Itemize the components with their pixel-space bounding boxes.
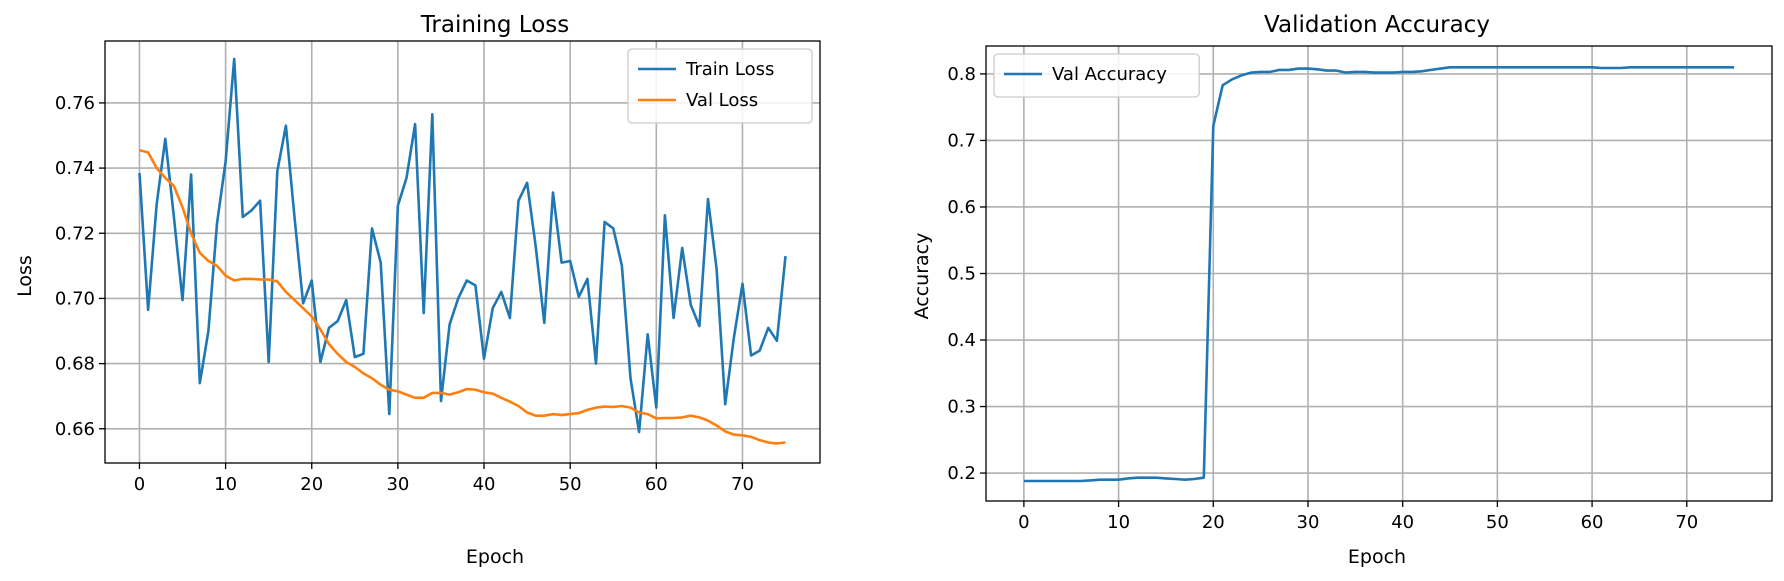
validation-accuracy-y-tick-label: 0.6 — [947, 197, 976, 218]
training-loss-x-tick-label: 50 — [559, 474, 582, 495]
validation-accuracy-axes-frame — [985, 45, 1773, 502]
validation-accuracy-legend: Val Accuracy — [993, 53, 1200, 98]
val-loss-line — [139, 148, 786, 445]
validation-accuracy-x-tick-label: 0 — [1018, 512, 1029, 533]
validation-accuracy-title: Validation Accuracy — [1264, 12, 1490, 38]
training-loss-y-tick-label: 0.72 — [55, 223, 95, 244]
validation-accuracy-x-tick-label: 10 — [1107, 512, 1130, 533]
validation-accuracy-series — [1023, 66, 1735, 483]
validation-accuracy-grid — [986, 46, 1772, 501]
training-loss-chart: Training Loss Epoch Loss 0 10 20 30 40 50 60 70… — [14, 12, 821, 568]
validation-accuracy-y-label: Accuracy — [911, 233, 933, 320]
validation-accuracy-y-tick-label: 0.3 — [947, 397, 976, 418]
training-loss-x-tick-label: 10 — [214, 474, 237, 495]
training-loss-y-tick-label: 0.76 — [55, 93, 95, 114]
validation-accuracy-y-tick-label: 0.2 — [947, 463, 976, 484]
validation-accuracy-x-tick-label: 20 — [1202, 512, 1225, 533]
training-loss-axes-frame — [104, 40, 821, 464]
validation-accuracy-x-tick-label: 70 — [1675, 512, 1698, 533]
training-loss-x-tick-label: 60 — [645, 474, 668, 495]
training-loss-ticks: 0 10 20 30 40 50 60 70 0.66 0.68 0.70 0.72 0.74 0.76 — [55, 40, 821, 495]
training-loss-x-tick-label: 30 — [386, 474, 409, 495]
training-loss-title: Training Loss — [420, 12, 570, 38]
training-loss-series — [138, 57, 787, 445]
validation-accuracy-y-tick-label: 0.8 — [947, 64, 976, 85]
validation-accuracy-y-tick-label: 0.5 — [947, 264, 976, 285]
training-loss-legend: Train Loss Val Loss — [627, 48, 813, 124]
training-loss-legend-box — [627, 48, 813, 124]
validation-accuracy-x-tick-label: 30 — [1297, 512, 1320, 533]
validation-accuracy-chart: Validation Accuracy Epoch Accuracy 0 10 20… — [911, 12, 1773, 568]
training-loss-x-tick-label: 0 — [134, 474, 145, 495]
train-loss-legend-label: Train Loss — [685, 59, 774, 80]
validation-accuracy-y-tick-label: 0.4 — [947, 330, 976, 351]
training-loss-x-tick-label: 40 — [473, 474, 496, 495]
val-accuracy-line — [1023, 66, 1735, 483]
validation-accuracy-y-tick-label: 0.7 — [947, 130, 976, 151]
train-loss-line — [138, 57, 787, 434]
training-loss-y-label: Loss — [14, 255, 36, 297]
training-loss-x-label: Epoch — [466, 546, 524, 568]
val-loss-legend-label: Val Loss — [686, 90, 758, 111]
validation-accuracy-x-tick-label: 60 — [1581, 512, 1604, 533]
validation-accuracy-x-tick-label: 50 — [1486, 512, 1509, 533]
validation-accuracy-ticks: 0 10 20 30 40 50 60 70 0.2 0.3 0.4 0.5 0.6 0.7 0.8 — [947, 45, 1773, 533]
training-loss-x-tick-label: 20 — [300, 474, 323, 495]
val-accuracy-legend-label: Val Accuracy — [1052, 64, 1167, 85]
training-loss-y-tick-label: 0.70 — [55, 288, 95, 309]
training-loss-y-tick-label: 0.68 — [55, 354, 95, 375]
validation-accuracy-x-label: Epoch — [1348, 546, 1406, 568]
validation-accuracy-legend-box — [993, 53, 1200, 98]
training-loss-x-tick-label: 70 — [731, 474, 754, 495]
training-loss-y-tick-label: 0.74 — [55, 158, 95, 179]
validation-accuracy-x-tick-label: 40 — [1391, 512, 1414, 533]
training-loss-y-tick-label: 0.66 — [55, 419, 95, 440]
